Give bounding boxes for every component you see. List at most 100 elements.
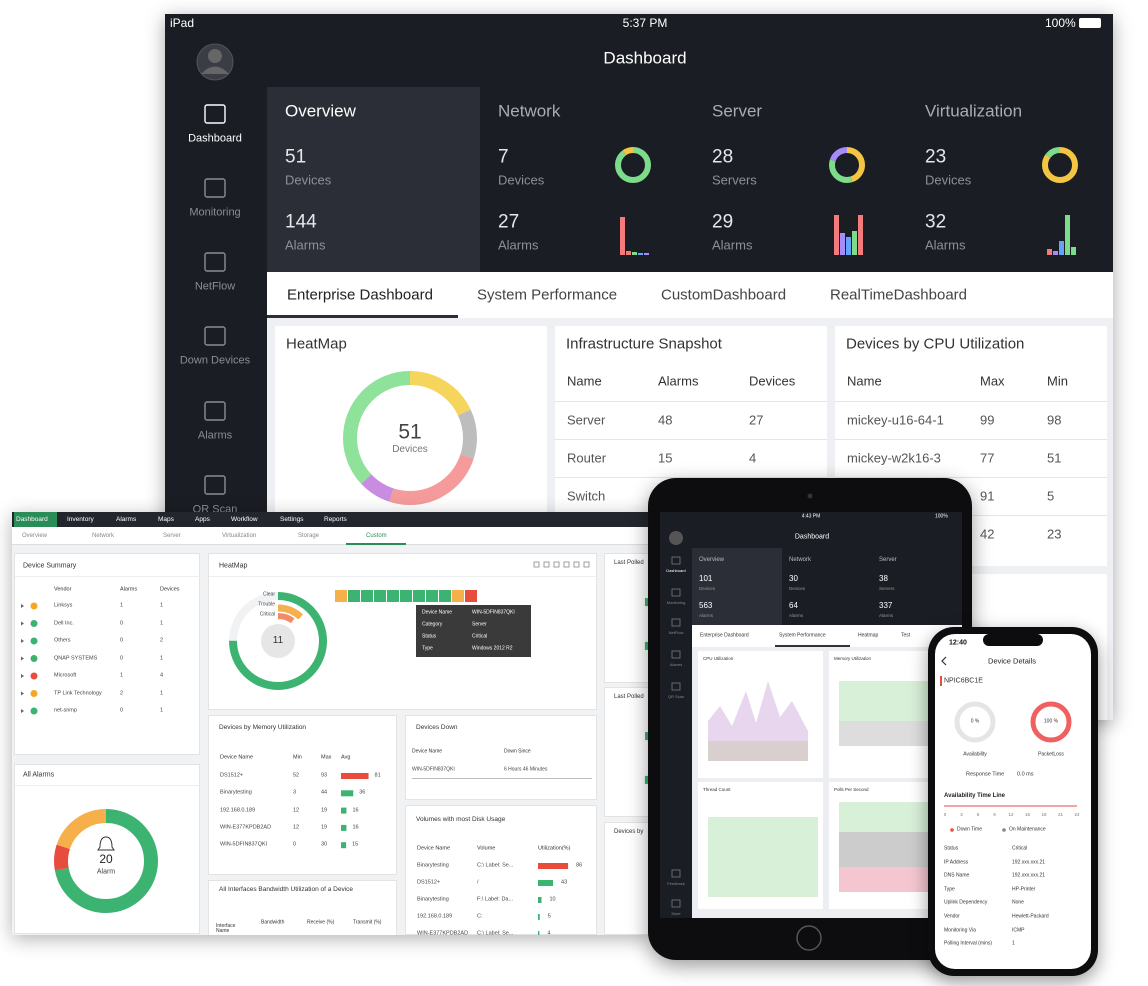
tooltip-value: Critical [472, 633, 488, 640]
notch [983, 634, 1043, 646]
detail-value: None [1012, 899, 1024, 906]
avg-bar [341, 773, 369, 779]
tooltip-key: Device Name [422, 609, 453, 616]
donut-segment [229, 592, 327, 690]
graphic [54, 809, 158, 913]
nav-item: Maps [158, 515, 174, 523]
card-title: All Interfaces Bandwidth Utilization of … [219, 885, 354, 893]
bandwidth-card: All Interfaces Bandwidth Utilization of … [208, 880, 397, 935]
status-icon [30, 690, 38, 697]
memory-card: Devices by Memory Utilization Device Name… [208, 715, 397, 875]
camera [807, 493, 813, 499]
tab-label: System Performance [779, 632, 826, 639]
timeline-tick: 0 [943, 811, 947, 817]
table-cell: 42 [980, 526, 995, 542]
donut-segment [623, 736, 650, 780]
table-cell: 1 [120, 602, 124, 609]
graphic [708, 681, 808, 761]
sidebar-icon [671, 618, 681, 627]
nav-active [14, 512, 57, 527]
expand-arrow [21, 604, 24, 608]
front-ipad: 4:43 PM 100% Dashboard Dashboard Monitoring N… [648, 478, 972, 960]
avatar [669, 531, 683, 545]
table-cell: 77 [980, 450, 995, 466]
graphic [21, 602, 38, 715]
tab-label: Heatmap [858, 632, 879, 639]
mini-bar [638, 253, 643, 255]
column-header: Name [847, 373, 882, 389]
side-card: Last Polled [604, 553, 650, 683]
table-cell: 91 [980, 488, 995, 504]
row-divider [555, 439, 827, 440]
summary-label: Alarms [498, 237, 539, 253]
table-cell: 6 Hours 46 Minutes [504, 766, 548, 773]
area-base [708, 741, 808, 761]
back-chevron [941, 656, 947, 666]
nav-item: Apps [195, 515, 210, 523]
subnav-item: Storage [298, 533, 320, 539]
column-header: Alarms [658, 373, 699, 389]
row-divider [412, 778, 592, 779]
column-header: Device Name [417, 845, 451, 852]
devices-down-card: Devices Down Device Name Down Since WIN-5DF… [405, 715, 597, 800]
table-cell: 1 [160, 707, 164, 714]
tab-label: RealTimeDashboard [830, 286, 968, 304]
table-cell: Others [54, 637, 71, 644]
tooltip-value: Server [472, 621, 487, 628]
summary-label: Servers [712, 172, 757, 188]
card-title: Devices by CPU Utilization [846, 335, 1025, 353]
summary-count: 64 [789, 601, 798, 610]
table-cell: C:\ Label: Se... [477, 930, 514, 935]
donut-segment [1042, 147, 1078, 183]
table-cell: 1 [160, 602, 164, 609]
expand-arrow [21, 674, 24, 678]
util-bar [538, 897, 542, 903]
mini-bar [852, 231, 857, 255]
column-header: Avg [341, 754, 351, 761]
card-title: Polls Per Second [834, 786, 869, 792]
table-cell: 1 [160, 619, 164, 626]
card-title: Volumes with most Disk Usage [416, 815, 506, 823]
nav-item: Alarms [116, 515, 137, 523]
table-cell: 52 [293, 772, 300, 779]
table-cell: 15 [658, 450, 673, 466]
table-cell: WIN-E377KPDB2AD [220, 824, 272, 831]
column-header: Receive (%) [307, 919, 335, 926]
column-header: Max [980, 373, 1005, 389]
summary-label: Alarms [879, 612, 894, 618]
detail-value: Critical [1012, 845, 1028, 852]
card-title: Devices by [614, 829, 644, 835]
alarm-label: Alarm [96, 868, 116, 876]
summary-count: 30 [789, 574, 798, 583]
card-title: Devices Down [416, 723, 458, 731]
sidebar-icon [204, 178, 226, 198]
table-cell: 1 [160, 654, 164, 661]
heatmap-cell [452, 590, 464, 602]
summary-label: Devices [699, 585, 716, 591]
detail-value: Hewlett-Packard [1012, 913, 1049, 920]
status-icon [30, 637, 38, 645]
sidebar-label: Dashboard [188, 132, 242, 145]
heatmap-cell [465, 590, 477, 602]
util-bar [538, 880, 554, 886]
response-label: Response Time [966, 771, 1005, 778]
timeline-tick: 15 [1024, 811, 1031, 817]
nav-item: Inventory [67, 515, 94, 523]
chart-card: CPU Utilization [698, 651, 823, 778]
band [708, 817, 818, 897]
table-cell: TP Link Technology [54, 689, 102, 696]
table-cell: Router [567, 450, 607, 466]
column-header: Volume [477, 845, 496, 852]
tab-underline [267, 315, 458, 318]
table-cell: 2 [120, 689, 124, 696]
heatmap-cell [400, 590, 412, 602]
status-icon [30, 655, 38, 662]
card-title: Last Polled [614, 560, 644, 566]
status-icon [30, 672, 38, 680]
summary-label: Alarms [285, 237, 326, 253]
heatmap-cell [439, 590, 451, 602]
summary-label: Alarms [925, 237, 966, 253]
column-header: Devices [160, 586, 180, 593]
table-cell: C:\ Label: Se... [477, 862, 514, 869]
donut-segment [54, 809, 158, 913]
